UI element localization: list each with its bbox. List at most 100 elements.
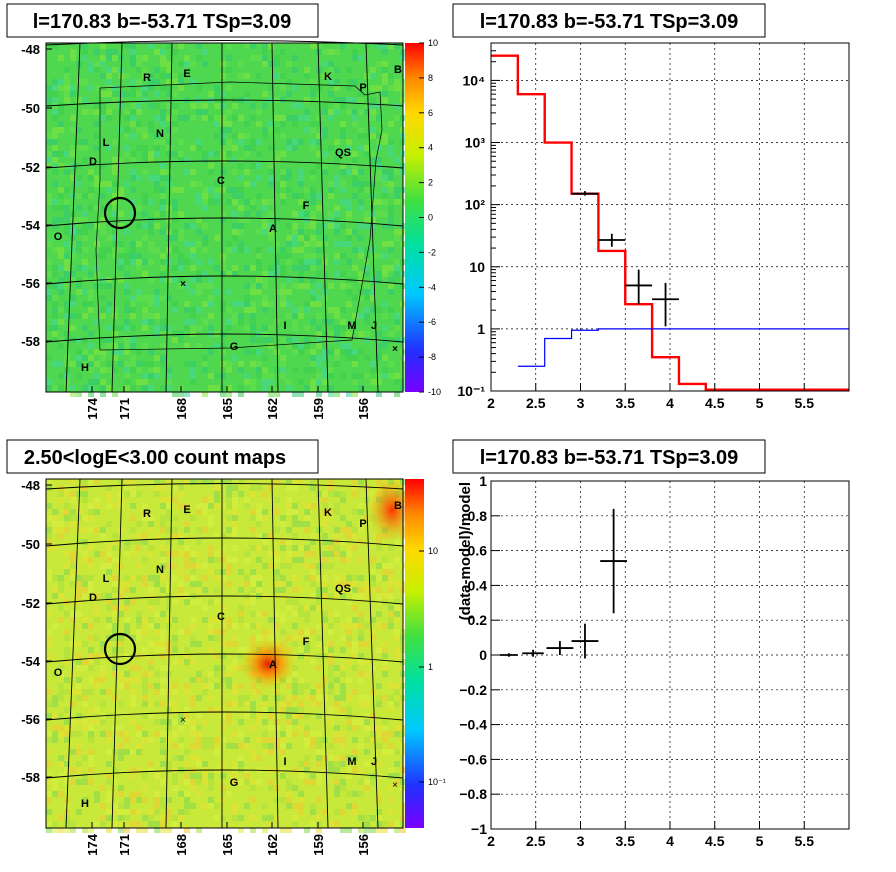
map-x-marker: × xyxy=(180,715,186,726)
source-label: R xyxy=(143,508,151,520)
sky-map-top: R E K P B L N D QS C F A O I M J G H × × 10 8 6 4 2 0 -2 -4 -6 -8 -… xyxy=(21,38,441,420)
x-tick-label: 156 xyxy=(356,834,371,856)
source-label: F xyxy=(303,200,310,212)
y-tick-label: 10² xyxy=(465,197,486,213)
map-grid xyxy=(45,478,404,829)
x-tick-label: 159 xyxy=(311,398,326,420)
y-tick-label: -52 xyxy=(21,160,40,175)
x-tick-label: 156 xyxy=(356,398,371,420)
x-tick-label: 4.5 xyxy=(705,833,725,849)
source-a-hotspot xyxy=(240,638,296,690)
x-tick-label: 2.5 xyxy=(526,395,546,411)
x-tick-label: 3.5 xyxy=(616,833,636,849)
x-tick-label: 3.5 xyxy=(616,395,636,411)
title-box-bottom-left: 2.50<logE<3.00 count maps xyxy=(6,439,319,474)
colorbar-tick-label: 6 xyxy=(428,108,433,118)
x-tick-label: 2 xyxy=(487,395,495,411)
y-tick-label: -58 xyxy=(21,334,40,349)
colorbar xyxy=(405,43,424,392)
colorbar-tick-label: -10 xyxy=(428,387,441,397)
source-label: E xyxy=(183,68,190,80)
map-title: 2.50<logE<3.00 count maps xyxy=(24,447,286,469)
title-box-top-right: l=170.83 b=-53.71 TSp=3.09 xyxy=(452,3,766,38)
source-label: I xyxy=(283,320,286,332)
source-label: QS xyxy=(335,583,351,595)
colorbar-tick-label: 2 xyxy=(428,178,433,188)
y-tick-label: −0.8 xyxy=(459,786,487,802)
y-tick-label: 0.8 xyxy=(468,508,488,524)
source-label: N xyxy=(156,128,164,140)
grid-lines xyxy=(491,43,849,392)
map-y-ticks: -48 -50 -52 -54 -56 -58 xyxy=(21,42,52,349)
title-box-top-left: l=170.83 b=-53.71 TSp=3.09 xyxy=(6,3,319,38)
colorbar-tick-label: 10 xyxy=(428,546,438,556)
x-tick-label: 162 xyxy=(265,834,280,856)
y-tick-label: 0.4 xyxy=(468,577,488,593)
x-tick-label: 2 xyxy=(487,833,495,849)
x-tick-label: 2.5 xyxy=(526,833,546,849)
x-tick-label: 171 xyxy=(117,834,132,856)
map-frame xyxy=(45,478,404,829)
source-label: G xyxy=(230,777,239,789)
axis-ticks: 2 2.5 3 3.5 4 4.5 5 5.5 10⁴ 10³ 10² 10 1 10⁻¹ xyxy=(457,50,814,411)
y-tick-label: -50 xyxy=(21,101,40,116)
x-tick-label: 159 xyxy=(311,834,326,856)
y-tick-label: -58 xyxy=(21,770,40,785)
source-label: L xyxy=(103,573,110,585)
x-tick-label: 174 xyxy=(85,397,100,419)
colorbar-tick-label: -6 xyxy=(428,317,436,327)
y-tick-label: 10³ xyxy=(465,135,486,151)
map-x-ticks: 174 171 168 165 162 159 156 xyxy=(85,386,371,420)
source-label: M xyxy=(347,756,356,768)
source-label: I xyxy=(283,756,286,768)
source-label: K xyxy=(324,71,332,83)
y-tick-label: 1 xyxy=(477,321,485,337)
source-label: N xyxy=(156,564,164,576)
residual-chart: 2 2.5 3 3.5 4 4.5 5 5.5 1 0.8 0.6 0.4 0.2 0 −0.2 −0.4 −0… xyxy=(457,473,850,849)
y-tick-label: -52 xyxy=(21,596,40,611)
x-tick-label: 5 xyxy=(756,395,764,411)
title-box-bottom-right: l=170.83 b=-53.71 TSp=3.09 xyxy=(452,439,766,474)
y-tick-label: 0.6 xyxy=(468,543,488,559)
colorbar-tick-label: 0 xyxy=(428,213,433,223)
x-tick-label: 174 xyxy=(85,833,100,855)
map-title: l=170.83 b=-53.71 TSp=3.09 xyxy=(33,11,292,33)
source-label: C xyxy=(217,175,225,187)
y-tick-label: 10⁻¹ xyxy=(457,383,485,399)
source-label: D xyxy=(89,592,97,604)
y-tick-label: -50 xyxy=(21,537,40,552)
y-tick-label: 10⁴ xyxy=(463,72,486,88)
x-tick-label: 162 xyxy=(265,398,280,420)
map-source-labels: R E K P B L N D QS C F A O I M J G H xyxy=(54,64,402,374)
source-label: G xyxy=(230,341,239,353)
y-tick-label: -54 xyxy=(21,218,41,233)
series-layer xyxy=(499,508,628,659)
source-label: QS xyxy=(335,147,351,159)
grid-lines xyxy=(491,480,849,830)
roi-circle xyxy=(103,632,137,666)
y-tick-label: -48 xyxy=(21,42,40,57)
source-label: K xyxy=(324,507,332,519)
y-axis-label: (data-model)/model xyxy=(457,482,474,620)
x-tick-label: 168 xyxy=(174,834,189,856)
map-grid xyxy=(45,40,404,393)
colorbar-tick-label: -2 xyxy=(428,247,436,257)
colorbar-tick-label: 8 xyxy=(428,73,433,83)
y-tick-label: -48 xyxy=(21,478,40,493)
source-label: J xyxy=(371,756,377,768)
map-source-labels: R E K P B L N D QS C F A O I M J G H xyxy=(54,500,402,810)
y-tick-label: −0.2 xyxy=(459,682,487,698)
map-y-ticks: -48 -50 -52 -54 -56 -58 xyxy=(21,478,52,785)
colorbar-ticks: 10 8 6 4 2 0 -2 -4 -6 -8 -10 xyxy=(419,38,441,397)
map-x-marker: × xyxy=(392,780,398,791)
x-tick-label: 5.5 xyxy=(795,833,815,849)
sky-map-bottom: R E K P B L N D QS C F A O I M J G H × × 10 1 10⁻¹ -48 -50 -5… xyxy=(21,478,446,856)
x-tick-label: 168 xyxy=(174,398,189,420)
y-tick-label: −1 xyxy=(471,821,487,837)
x-tick-label: 4 xyxy=(666,395,674,411)
source-label: L xyxy=(103,137,110,149)
y-tick-label: 0.2 xyxy=(468,612,488,628)
colorbar-tick-label: -8 xyxy=(428,352,436,362)
source-label: O xyxy=(54,667,63,679)
